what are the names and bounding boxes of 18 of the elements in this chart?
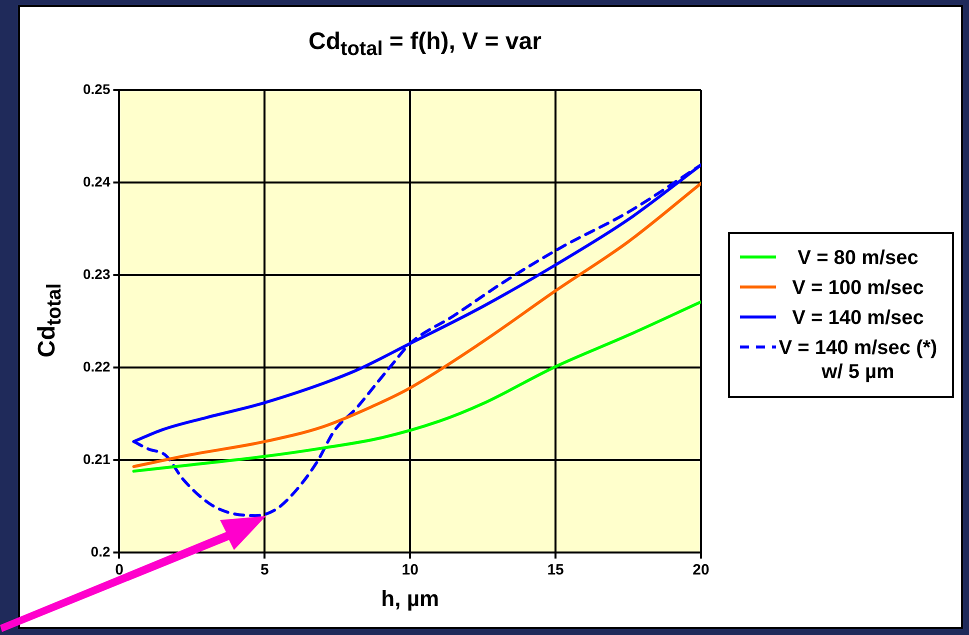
- x-tick-label: 0: [115, 562, 124, 579]
- y-tick-label: 0.22: [83, 358, 110, 374]
- y-tick-label: 0.2: [90, 543, 110, 560]
- line-series: [132, 300, 701, 473]
- x-tick-label: 5: [260, 562, 269, 579]
- x-tick-label: 10: [402, 562, 418, 579]
- legend-label: V = 140 m/sec (*) w/ 5 µm: [778, 336, 938, 384]
- legend-label: V = 80 m/sec: [796, 246, 920, 270]
- legend-label: V = 140 m/sec: [791, 306, 925, 330]
- x-axis-title: h, µm: [381, 586, 440, 611]
- y-tick-label: 0.25: [83, 80, 110, 97]
- chart-title: Cd$_{total}$ = f(h), V = var: [308, 28, 542, 61]
- y-tick-label: 0.21: [83, 450, 110, 467]
- y-tick-label: 0.24: [83, 173, 110, 190]
- x-tick-label: 20: [692, 562, 710, 579]
- x-tick-label: 15: [547, 562, 564, 579]
- legend-label: V = 100 m/sec: [791, 276, 925, 300]
- y-tick-label: 0.23: [83, 266, 110, 282]
